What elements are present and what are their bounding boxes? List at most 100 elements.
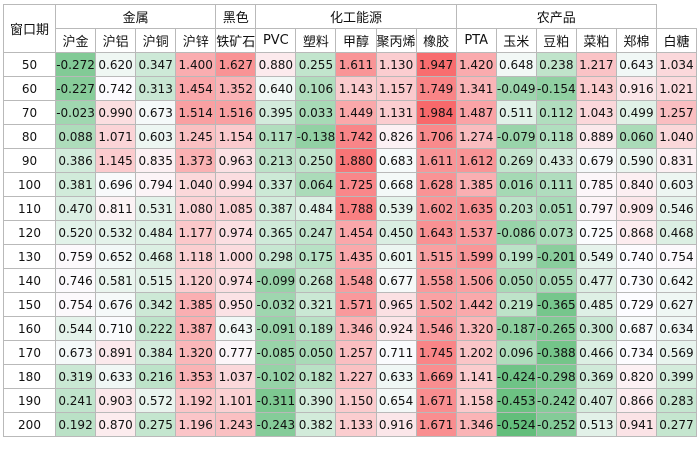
value-cell: 0.546 <box>655 196 698 221</box>
value-cell: 0.794 <box>135 172 177 197</box>
value-cell: -0.154 <box>535 76 577 101</box>
value-cell: 1.571 <box>335 292 377 317</box>
value-cell: 1.506 <box>455 268 497 293</box>
value-cell: 0.620 <box>95 52 137 77</box>
value-cell: 0.759 <box>54 244 97 269</box>
value-cell: 1.788 <box>335 196 377 221</box>
value-cell: 0.903 <box>95 388 137 413</box>
value-cell: 1.274 <box>455 124 497 149</box>
value-cell: 1.449 <box>335 100 377 125</box>
value-cell: 0.683 <box>375 148 417 173</box>
column-header: 铁矿石 <box>215 28 257 53</box>
value-cell: 1.217 <box>575 52 617 77</box>
value-cell: 1.742 <box>335 124 377 149</box>
value-cell: 1.442 <box>455 292 497 317</box>
value-cell: 1.196 <box>175 412 217 437</box>
table-row: 120 0.520 0.532 0.484 1.177 0.974 0.365 0.247 1.… <box>3 220 698 245</box>
value-cell: 0.711 <box>375 340 417 365</box>
value-cell: 1.635 <box>455 196 497 221</box>
value-cell: 0.222 <box>135 316 177 341</box>
value-cell: -0.243 <box>255 412 297 437</box>
value-cell: -0.086 <box>495 220 537 245</box>
value-cell: 1.514 <box>175 100 217 125</box>
window-period-cell: 90 <box>3 148 56 173</box>
value-cell: 0.734 <box>615 340 657 365</box>
heatmap-table: 窗口期 金属 黑色 化工能源 农产品 沪金 沪铝 沪铜 沪锌 铁矿石 PVC 塑料 甲醇 聚丙烯… <box>3 4 698 437</box>
value-cell: 1.745 <box>415 340 457 365</box>
value-cell: -0.079 <box>495 124 537 149</box>
table-row: 50 -0.272 0.620 0.347 1.400 1.627 0.880 0.255 1.… <box>3 52 698 77</box>
table-row: 70 -0.023 0.990 0.673 1.514 1.516 0.395 0.033 1.… <box>3 100 698 125</box>
value-cell: 1.352 <box>215 76 257 101</box>
value-cell: 0.016 <box>495 172 537 197</box>
value-cell: 0.470 <box>54 196 97 221</box>
value-cell: 0.051 <box>535 196 577 221</box>
value-cell: 1.346 <box>455 412 497 437</box>
value-cell: 0.118 <box>535 124 577 149</box>
value-cell: 0.365 <box>255 220 297 245</box>
value-cell: -0.524 <box>495 412 537 437</box>
value-cell: 0.642 <box>655 268 698 293</box>
value-cell: 0.677 <box>375 268 417 293</box>
value-cell: 1.320 <box>455 316 497 341</box>
value-cell: 0.088 <box>54 124 97 149</box>
value-cell: 1.133 <box>335 412 377 437</box>
value-cell: 1.202 <box>455 340 497 365</box>
value-cell: 1.021 <box>655 76 698 101</box>
value-cell: 0.994 <box>215 172 257 197</box>
value-cell: 0.106 <box>295 76 337 101</box>
value-cell: 0.729 <box>615 292 657 317</box>
value-cell: 0.924 <box>375 316 417 341</box>
value-cell: 0.407 <box>575 388 617 413</box>
value-cell: 0.539 <box>375 196 417 221</box>
value-cell: -0.085 <box>255 340 297 365</box>
value-cell: 1.227 <box>335 364 377 389</box>
value-cell: 0.468 <box>135 244 177 269</box>
value-cell: 1.984 <box>415 100 457 125</box>
column-header: 聚丙烯 <box>375 28 417 53</box>
value-cell: 0.673 <box>135 100 177 125</box>
value-cell: 0.740 <box>615 244 657 269</box>
value-cell: 1.177 <box>175 220 217 245</box>
value-cell: 0.531 <box>135 196 177 221</box>
value-cell: 0.777 <box>215 340 257 365</box>
value-cell: 0.725 <box>575 220 617 245</box>
column-header-row: 沪金 沪铝 沪铜 沪锌 铁矿石 PVC 塑料 甲醇 聚丙烯 橡胶 PTA 玉米 豆粕 菜粕 郑棉 白糖 <box>4 28 698 53</box>
value-cell: -0.252 <box>535 412 577 437</box>
value-cell: 0.835 <box>135 148 177 173</box>
value-cell: 1.387 <box>175 316 217 341</box>
window-period-cell: 50 <box>3 52 56 77</box>
value-cell: 1.131 <box>375 100 417 125</box>
value-cell: 1.157 <box>375 76 417 101</box>
table-row: 130 0.759 0.652 0.468 1.118 1.000 0.298 0.175 1.… <box>3 244 698 269</box>
value-cell: 0.590 <box>615 148 657 173</box>
value-cell: -0.102 <box>255 364 297 389</box>
value-cell: -0.227 <box>54 76 97 101</box>
value-cell: 1.669 <box>415 364 457 389</box>
value-cell: 1.420 <box>455 52 497 77</box>
column-header: 沪金 <box>54 28 97 53</box>
group-header-chem-energy: 化工能源 <box>255 4 457 29</box>
value-cell: 0.880 <box>255 52 297 77</box>
value-cell: 0.433 <box>535 148 577 173</box>
value-cell: -0.242 <box>535 388 577 413</box>
value-cell: 0.640 <box>255 76 297 101</box>
value-cell: 1.725 <box>335 172 377 197</box>
table-row: 190 0.241 0.903 0.572 1.192 1.101 -0.311 0.390 1… <box>3 388 698 413</box>
table-row: 180 0.319 0.633 0.216 1.353 1.037 -0.102 0.182 1… <box>3 364 698 389</box>
value-cell: -0.388 <box>535 340 577 365</box>
group-header-agri: 农产品 <box>455 4 657 29</box>
value-cell: 1.628 <box>415 172 457 197</box>
value-cell: 0.974 <box>215 220 257 245</box>
value-cell: 0.060 <box>615 124 657 149</box>
value-cell: -0.424 <box>495 364 537 389</box>
value-cell: 1.548 <box>335 268 377 293</box>
window-period-cell: 150 <box>3 292 56 317</box>
value-cell: 0.199 <box>495 244 537 269</box>
value-cell: 1.671 <box>415 388 457 413</box>
value-cell: 0.654 <box>375 388 417 413</box>
value-cell: 1.141 <box>455 364 497 389</box>
value-cell: 0.300 <box>575 316 617 341</box>
table-body: 50 -0.272 0.620 0.347 1.400 1.627 0.880 0.255 1.… <box>3 52 698 437</box>
value-cell: 1.245 <box>175 124 217 149</box>
